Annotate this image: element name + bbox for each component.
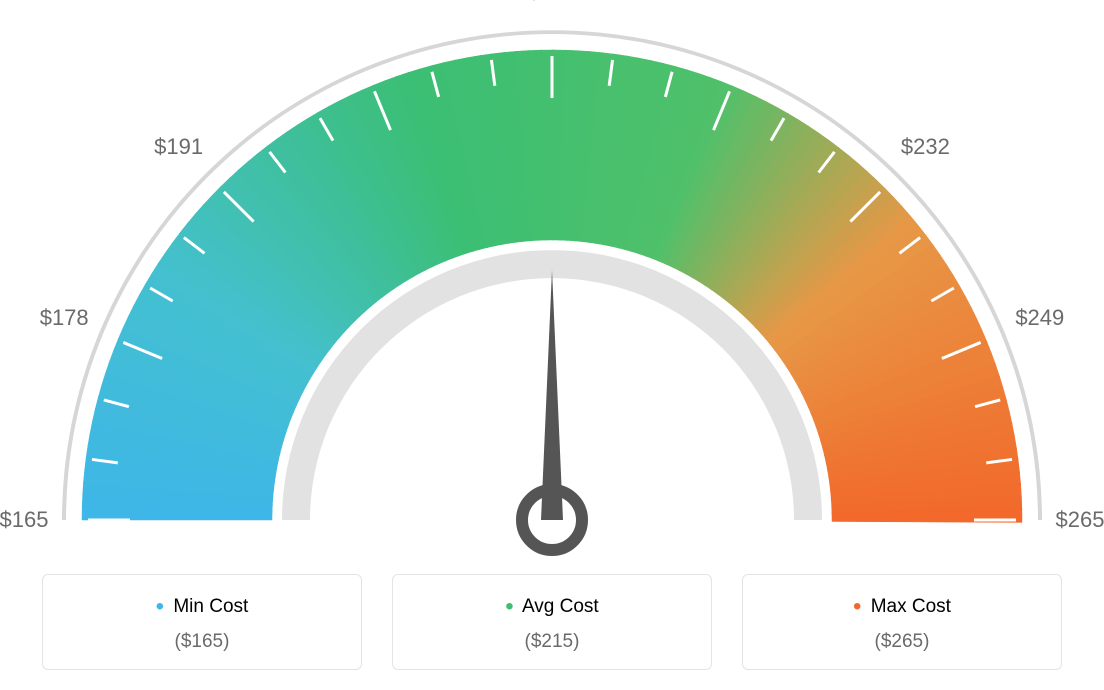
gauge-tick-label: $249 xyxy=(1015,305,1064,331)
gauge-tick-label: $191 xyxy=(154,134,203,160)
dot-icon-max: • xyxy=(853,593,861,620)
legend-title-min: • Min Cost xyxy=(53,593,351,621)
legend-label-min: Min Cost xyxy=(173,596,248,617)
legend-card-avg: • Avg Cost ($215) xyxy=(392,574,712,670)
gauge-tick-label: $265 xyxy=(1056,507,1104,533)
legend-card-min: • Min Cost ($165) xyxy=(42,574,362,670)
legend-label-max: Max Cost xyxy=(871,596,951,617)
legend-title-max: • Max Cost xyxy=(753,593,1051,621)
gauge-tick-label: $215 xyxy=(528,0,577,5)
legend-title-avg: • Avg Cost xyxy=(403,593,701,621)
dot-icon-avg: • xyxy=(505,593,513,620)
gauge-tick-label: $178 xyxy=(40,305,89,331)
dot-icon-min: • xyxy=(156,593,164,620)
gauge-tick-label: $165 xyxy=(0,507,48,533)
gauge-tick-label: $232 xyxy=(901,134,950,160)
cost-gauge: $165 $178 $191 $215 $232 $249 $265 xyxy=(0,0,1104,560)
legend-row: • Min Cost ($165) • Avg Cost ($215) • Ma… xyxy=(0,574,1104,670)
legend-value-max: ($265) xyxy=(753,631,1051,653)
legend-value-avg: ($215) xyxy=(403,631,701,653)
gauge-svg xyxy=(0,0,1104,560)
legend-card-max: • Max Cost ($265) xyxy=(742,574,1062,670)
legend-value-min: ($165) xyxy=(53,631,351,653)
legend-label-avg: Avg Cost xyxy=(522,596,599,617)
